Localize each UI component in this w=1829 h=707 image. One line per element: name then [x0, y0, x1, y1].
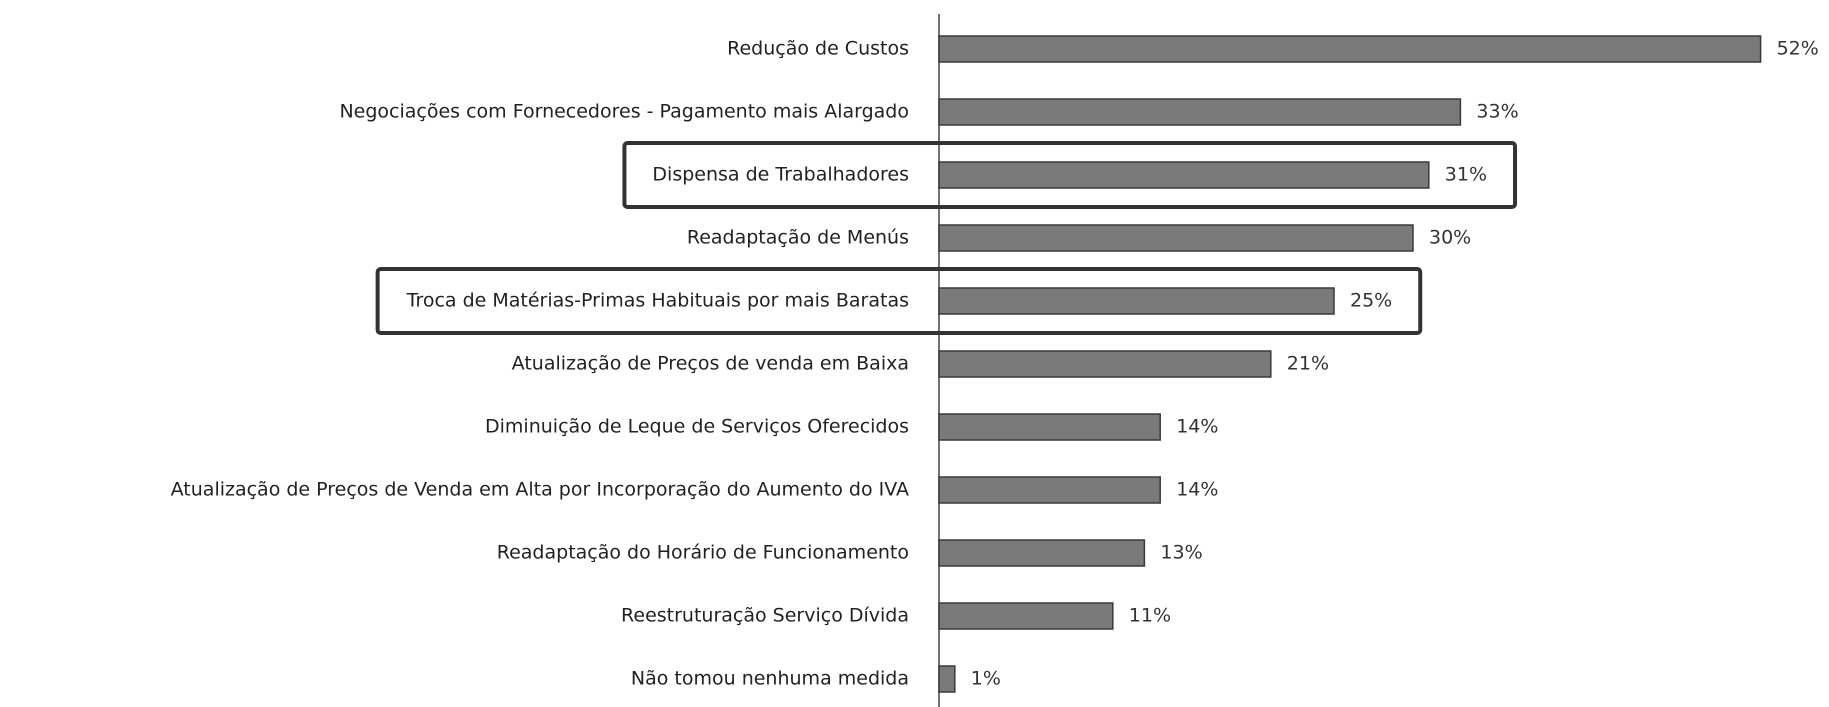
bar: [938, 350, 1272, 378]
bar: [938, 35, 1762, 63]
value-label: 1%: [971, 668, 1001, 690]
bar: [938, 539, 1146, 567]
category-label: Atualização de Preços de Venda em Alta p…: [171, 479, 909, 501]
value-label: 14%: [1176, 416, 1218, 438]
highlight-box: [375, 267, 1423, 335]
value-label: 13%: [1160, 542, 1202, 564]
value-label: 11%: [1129, 605, 1171, 627]
value-label: 52%: [1777, 38, 1819, 60]
value-label: 31%: [1445, 164, 1487, 186]
bar: [938, 224, 1414, 252]
highlight-box: [622, 141, 1518, 209]
category-label: Readaptação do Horário de Funcionamento: [497, 542, 909, 564]
value-label: 33%: [1476, 101, 1518, 123]
category-label: Não tomou nenhuma medida: [631, 668, 909, 690]
value-label: 25%: [1350, 290, 1392, 312]
category-label: Redução de Custos: [727, 38, 909, 60]
category-label: Atualização de Preços de venda em Baixa: [512, 353, 909, 375]
category-label: Diminuição de Leque de Serviços Oferecid…: [485, 416, 909, 438]
category-label: Negociações com Fornecedores - Pagamento…: [339, 101, 909, 123]
category-label: Readaptação de Menús: [687, 227, 909, 249]
category-label: Reestruturação Serviço Dívida: [621, 605, 909, 627]
category-label: Troca de Matérias-Primas Habituais por m…: [406, 290, 909, 312]
bar: [938, 665, 956, 693]
bar: [938, 161, 1430, 189]
value-label: 21%: [1287, 353, 1329, 375]
bar: [938, 413, 1161, 441]
bar: [938, 287, 1335, 315]
value-label: 14%: [1176, 479, 1218, 501]
bar: [938, 602, 1114, 630]
category-label: Dispensa de Trabalhadores: [652, 164, 909, 186]
bar: [938, 476, 1161, 504]
bar: [938, 98, 1462, 126]
value-label: 30%: [1429, 227, 1471, 249]
